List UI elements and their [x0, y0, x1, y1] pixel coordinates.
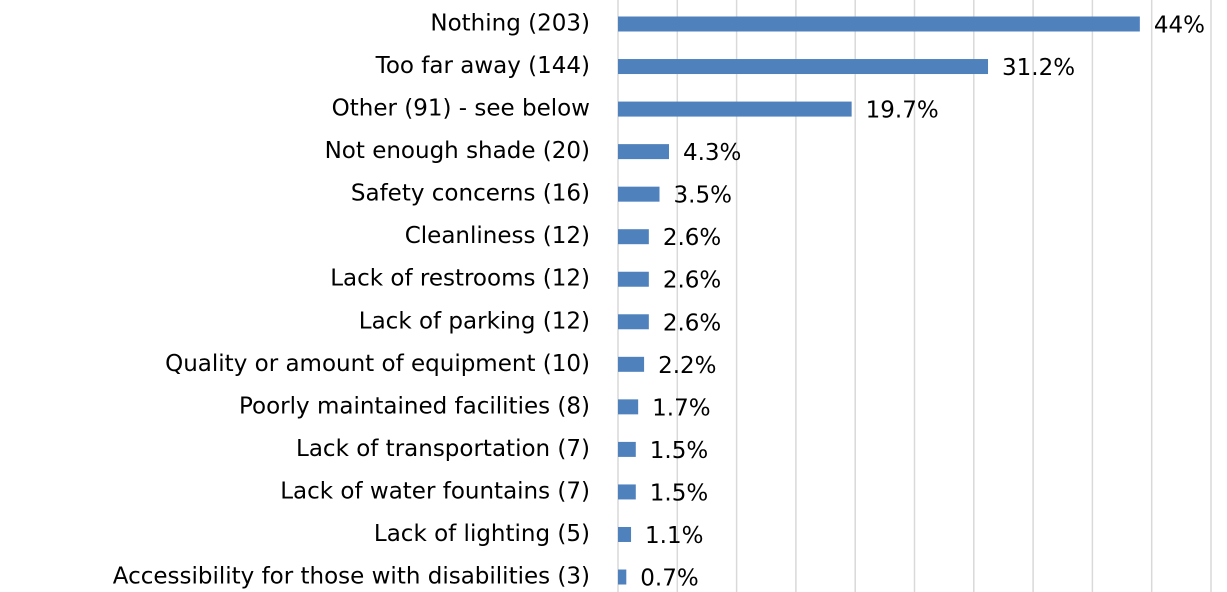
data-label: 3.5% [674, 183, 732, 209]
bar [618, 569, 627, 585]
y-tick-label: Safety concerns (16) [351, 181, 590, 207]
y-tick-label: Lack of restrooms (12) [330, 266, 590, 292]
y-tick-label: Nothing (203) [430, 11, 590, 37]
data-label: 31.2% [1002, 55, 1075, 81]
y-tick-label: Not enough shade (20) [325, 138, 590, 164]
y-tick-label: Quality or amount of equipment (10) [165, 351, 590, 377]
data-label: 1.5% [650, 480, 708, 506]
bar [618, 484, 636, 500]
data-label: 2.2% [658, 353, 716, 379]
bar [618, 441, 636, 457]
data-label: 1.7% [652, 395, 710, 421]
bar [618, 526, 632, 542]
bar [618, 229, 649, 245]
y-tick-label: Cleanliness (12) [405, 223, 590, 249]
data-label: 2.6% [663, 310, 721, 336]
data-label: 0.7% [640, 566, 698, 592]
y-tick-label: Poorly maintained facilities (8) [239, 393, 590, 419]
bar [618, 399, 639, 415]
bar [618, 59, 989, 75]
data-label: 44% [1154, 13, 1205, 39]
data-label: 1.5% [650, 438, 708, 464]
bar [618, 16, 1140, 32]
y-tick-label: Lack of transportation (7) [296, 436, 590, 462]
data-label: 4.3% [683, 140, 741, 166]
y-tick-label: Other (91) - see below [332, 96, 590, 122]
bar [618, 186, 660, 202]
y-tick-label: Lack of water fountains (7) [280, 478, 590, 504]
y-tick-label: Too far away (144) [375, 53, 590, 79]
bar [618, 144, 669, 160]
data-label: 2.6% [663, 268, 721, 294]
bar [618, 356, 645, 372]
data-label: 2.6% [663, 225, 721, 251]
data-label: 1.1% [645, 523, 703, 549]
bar [618, 314, 649, 330]
bar [618, 101, 852, 117]
y-tick-label: Lack of parking (12) [359, 308, 590, 334]
data-label: 19.7% [866, 98, 939, 124]
y-tick-label: Lack of lighting (5) [374, 521, 590, 547]
bar [618, 271, 649, 287]
y-tick-label: Accessibility for those with disabilitie… [113, 564, 590, 590]
